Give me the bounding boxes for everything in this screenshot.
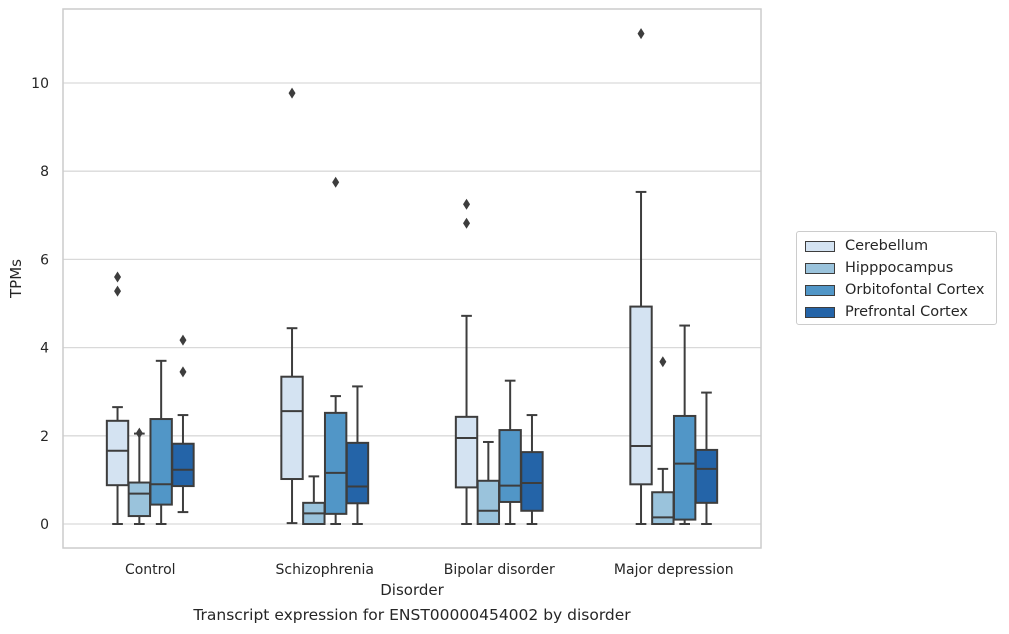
box-0-2 [454,198,479,525]
legend-label: Hipppocampus [845,260,954,276]
box-0-0 [105,271,130,525]
box-2-0 [149,359,173,525]
box-0-3 [629,28,653,525]
legend-swatch-orbitofrontal [805,284,835,296]
box-1-2 [476,440,501,526]
outlier-point [135,427,143,439]
plot-frame [62,8,762,549]
box-body [520,451,544,512]
legend-item-hippocampus: Hipppocampus [805,258,953,278]
box-2-2 [498,379,522,525]
box-2-1 [323,176,348,525]
x-tick-label: Major depression [614,562,734,578]
x-axis-label: Disorder [380,581,444,599]
box-body [651,491,675,525]
x-tick-label: Schizophrenia [276,562,374,578]
box-1-0 [127,427,152,525]
y-axis-label: TPMs [7,259,25,299]
outlier-point [179,334,187,346]
box-body [280,375,304,481]
outlier-point [637,28,645,40]
box-body [127,481,152,518]
x-tick-label: Bipolar disorder [444,562,555,578]
box-body [694,448,719,504]
box-0-1 [280,87,304,525]
legend: Cerebellum Hipppocampus Orbitofontal Cor… [796,231,997,325]
legend-swatch-cerebellum [805,240,835,252]
y-tick-label: 4 [40,341,49,357]
box-1-1 [302,475,326,525]
y-tick-label: 0 [40,517,49,533]
box-3-1 [345,385,370,525]
x-tick-labels: Control Schizophrenia Bipolar disorder Majo… [125,562,734,578]
y-tick-label: 8 [40,164,49,180]
legend-item-prefrontal: Prefrontal Cortex [805,302,968,322]
box-body [629,305,653,486]
y-tick-label: 2 [40,429,49,445]
legend-label: Prefrontal Cortex [845,304,968,320]
outlier-point [659,356,667,368]
box-3-3 [694,391,719,525]
outlier-point [463,217,471,229]
y-tick-label: 6 [40,252,49,268]
box-body [454,415,479,489]
box-body [672,414,697,521]
legend-swatch-prefrontal [805,306,835,318]
legend-item-orbitofrontal: Orbitofontal Cortex [805,280,984,300]
outlier-point [332,176,340,188]
legend-label: Cerebellum [845,238,929,254]
outlier-point [463,198,471,210]
box-body [476,479,501,526]
y-tick-label: 10 [31,76,49,92]
outlier-point [288,87,296,99]
legend-label: Orbitofontal Cortex [845,282,985,298]
box-2-3 [672,324,697,525]
legend-swatch-hippocampus [805,262,835,274]
outlier-point [114,285,122,297]
chart-caption: Transcript expression for ENST0000045400… [193,606,631,624]
box-1-3 [651,356,675,525]
box-body [323,411,348,515]
y-tick-labels: 0 2 4 6 8 10 [31,76,49,533]
box-body [498,429,522,503]
box-body [171,442,195,488]
legend-item-cerebellum: Cerebellum [805,236,928,256]
box-body [345,441,370,505]
box-body [105,419,130,487]
x-tick-label: Control [125,562,176,578]
boxes [105,28,719,526]
box-body [149,418,173,506]
outlier-point [179,366,187,378]
outlier-point [114,271,122,283]
box-3-0 [171,334,195,514]
box-3-2 [520,414,544,525]
